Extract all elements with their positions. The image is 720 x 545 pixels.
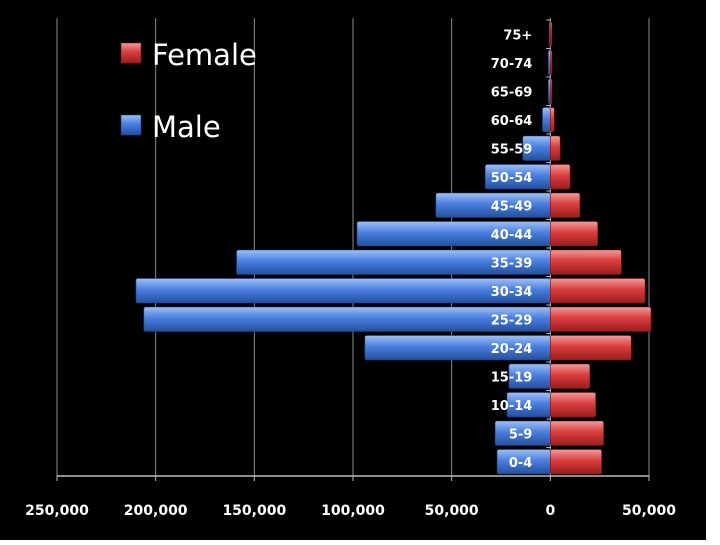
female-bar-35-39	[550, 249, 622, 275]
age-group-label: 35-39	[491, 256, 533, 271]
age-group-label: 70-74	[491, 57, 533, 72]
age-group-label: 60-64	[491, 114, 533, 129]
female-bar-5-9	[550, 420, 604, 446]
female-bar-40-44	[550, 221, 598, 247]
x-tick-label: 150,000	[222, 503, 286, 519]
age-group-label: 30-34	[491, 285, 533, 300]
female-bar-30-34	[550, 278, 646, 304]
x-tick-label: 50,000	[425, 503, 479, 519]
female-bar-50-54	[550, 164, 571, 190]
male-bar-60-64	[542, 107, 551, 133]
legend-swatch-female	[120, 42, 142, 64]
female-bar-65-69	[550, 78, 553, 104]
x-tick-label: 50,000	[622, 503, 676, 519]
female-bar-15-19	[550, 363, 591, 389]
legend-label-female: Female	[152, 38, 257, 72]
legend-swatch-male	[120, 114, 142, 136]
female-bar-45-49	[550, 192, 581, 218]
population-pyramid-chart: 250,000 200,000 150,000 100,000 50,000 0 50,00…	[25, 18, 676, 519]
male-bar-25-29	[143, 306, 551, 332]
x-tick-label: 200,000	[124, 503, 188, 519]
x-tick-label: 250,000	[25, 503, 89, 519]
age-group-label: 65-69	[491, 85, 533, 100]
age-group-label: 75+	[503, 28, 532, 43]
legend-label-male: Male	[152, 110, 221, 144]
male-bar-30-34	[135, 278, 551, 304]
age-group-label: 20-24	[491, 342, 533, 357]
age-group-label: 5-9	[509, 427, 533, 442]
age-group-label: 40-44	[491, 228, 533, 243]
female-bar-0-4	[550, 449, 602, 475]
x-tick-label: 100,000	[321, 503, 385, 519]
age-group-label: 55-59	[491, 142, 533, 157]
female-bar-55-59	[550, 135, 561, 161]
chart-canvas: 250,000 200,000 150,000 100,000 50,000 0 50,00…	[0, 0, 706, 540]
female-bar-10-14	[550, 392, 597, 418]
age-group-label: 10-14	[491, 399, 533, 414]
age-group-label: 0-4	[509, 456, 533, 471]
female-bar-75+	[550, 21, 553, 47]
female-bar-25-29	[550, 306, 652, 332]
female-bar-20-24	[550, 335, 632, 361]
age-group-label: 50-54	[491, 171, 533, 186]
age-group-label: 25-29	[491, 313, 533, 328]
female-bar-60-64	[550, 107, 555, 133]
female-bar-70-74	[550, 50, 553, 76]
x-tick-label: 0	[545, 503, 555, 519]
age-group-label: 15-19	[491, 370, 533, 385]
age-group-label: 45-49	[491, 199, 533, 214]
